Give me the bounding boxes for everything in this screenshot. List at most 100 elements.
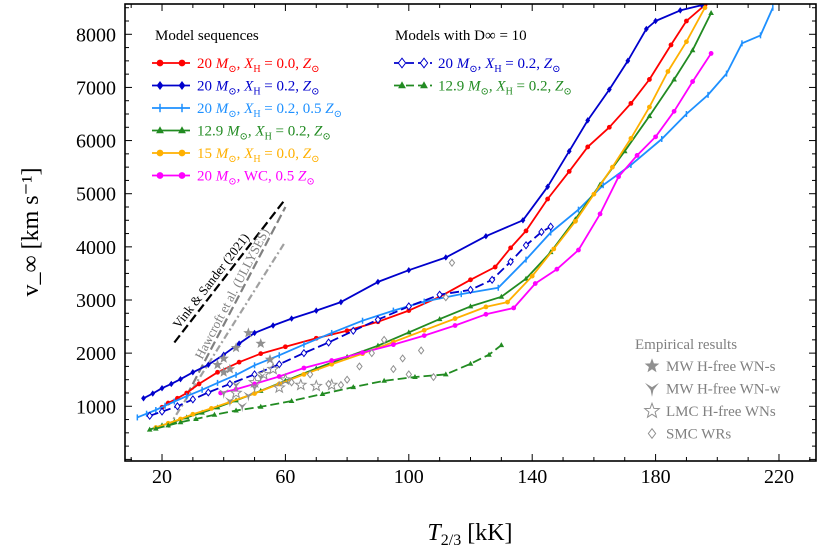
plot-background xyxy=(125,4,816,461)
data-point xyxy=(628,100,634,106)
legend-marker xyxy=(156,126,164,134)
data-point xyxy=(507,257,514,266)
data-point xyxy=(483,233,489,240)
data-point xyxy=(196,381,202,387)
empirical-1 xyxy=(212,327,276,377)
data-point xyxy=(702,5,708,11)
data-point xyxy=(634,153,640,158)
data-point xyxy=(643,25,649,33)
legend-marker xyxy=(398,81,406,89)
series-line xyxy=(220,52,712,394)
data-point xyxy=(665,69,671,74)
legend-dinf: Models with D∞ = 10 20 M⊙, XH = 0.2, Z⊙ 12… xyxy=(394,28,572,98)
legend-entry-4: 12.9 M⊙, XH = 0.2, Z⊙ xyxy=(152,124,331,143)
empirical-point xyxy=(356,362,363,371)
data-point xyxy=(625,57,631,65)
y-tick-label: 8000 xyxy=(76,24,116,46)
data-point xyxy=(344,328,350,334)
reference-line-2 xyxy=(185,206,287,397)
data-point xyxy=(319,391,326,397)
legend-label: 20 M⊙, XH = 0.0, Z⊙ xyxy=(197,56,320,75)
series-line xyxy=(143,4,703,400)
legend-emp-entry-2: MW H-free WN-w xyxy=(645,382,781,398)
series-line xyxy=(155,344,502,430)
empirical-point xyxy=(430,372,437,382)
empirical-point xyxy=(448,258,456,268)
data-point xyxy=(258,351,264,357)
legend-label: LMC H-free WNs xyxy=(666,404,776,420)
data-point xyxy=(671,76,677,82)
empirical-layer xyxy=(212,258,456,413)
data-point xyxy=(300,348,308,358)
series-line xyxy=(155,7,706,429)
data-point xyxy=(301,371,307,377)
data-point xyxy=(150,390,156,397)
empirical-point xyxy=(442,293,450,302)
data-point xyxy=(236,340,242,347)
empirical-point xyxy=(390,364,397,374)
data-point xyxy=(421,327,427,333)
empirical-point xyxy=(380,335,388,345)
data-point xyxy=(165,422,171,428)
data-point xyxy=(443,371,449,377)
data-point xyxy=(141,395,146,402)
data-point xyxy=(576,247,581,253)
data-point xyxy=(628,136,634,141)
legend-label: MW H-free WN-w xyxy=(666,382,781,398)
empirical-point xyxy=(325,379,332,389)
data-point xyxy=(338,298,344,306)
legend-marker xyxy=(644,358,660,373)
data-point xyxy=(168,380,174,388)
reference-line-1 xyxy=(173,198,287,344)
legend-marker xyxy=(178,172,186,179)
data-point xyxy=(538,227,545,237)
data-point xyxy=(215,369,220,375)
x-tick-label: 180 xyxy=(641,466,671,488)
data-point xyxy=(211,411,218,417)
data-point xyxy=(406,267,412,274)
empirical-point xyxy=(255,338,266,348)
empirical-point xyxy=(337,380,345,390)
data-point xyxy=(208,405,214,411)
legend-entry-6: 20 M⊙, WC, 0.5 Z⊙ xyxy=(152,169,315,188)
data-point xyxy=(523,228,529,234)
legend-entry-3: 20 M⊙, XH = 0.2, 0.5 Z⊙ xyxy=(152,101,342,120)
data-point xyxy=(257,403,264,409)
data-point xyxy=(492,264,498,270)
data-point xyxy=(708,51,714,56)
data-point xyxy=(520,217,526,224)
legend-label: 12.9 M⊙, XH = 0.2, Z⊙ xyxy=(197,124,331,143)
data-point xyxy=(647,77,652,82)
legend-entry-1: 20 M⊙, XH = 0.0, Z⊙ xyxy=(152,56,320,75)
data-point xyxy=(146,426,153,432)
data-point xyxy=(597,211,603,217)
y-tick-label: 7000 xyxy=(76,77,116,99)
data-point xyxy=(329,361,335,367)
legend-label: 20 M⊙, XH = 0.2, Z⊙ xyxy=(197,79,320,98)
data-point xyxy=(360,350,365,355)
data-point xyxy=(554,266,560,272)
legend-label: 12.9 M⊙, XH = 0.2, Z⊙ xyxy=(438,79,572,98)
empirical-point xyxy=(224,396,235,407)
legend-marker xyxy=(397,57,407,69)
data-point xyxy=(276,360,283,369)
empirical-point xyxy=(306,370,314,379)
data-point xyxy=(689,47,696,53)
y-axis-label: v_∞ [km s⁻¹] xyxy=(18,168,44,297)
empirical-point xyxy=(405,370,413,379)
data-point xyxy=(606,124,612,130)
data-point xyxy=(159,384,165,392)
legend-marker xyxy=(178,59,186,67)
y-tick-label: 5000 xyxy=(76,184,116,206)
legend-dinf-title: Models with D∞ = 10 xyxy=(395,28,527,44)
data-point xyxy=(610,164,615,170)
empirical-point xyxy=(218,352,229,363)
empirical-point xyxy=(247,375,262,388)
x-tick-label: 140 xyxy=(517,466,547,488)
data-point xyxy=(189,395,197,404)
empirical-3 xyxy=(229,362,339,399)
legend-marker xyxy=(178,126,186,134)
data-point xyxy=(505,299,510,305)
legend-label: 20 M⊙, WC, 0.5 Z⊙ xyxy=(197,169,315,188)
y-tick-label: 6000 xyxy=(76,131,116,153)
